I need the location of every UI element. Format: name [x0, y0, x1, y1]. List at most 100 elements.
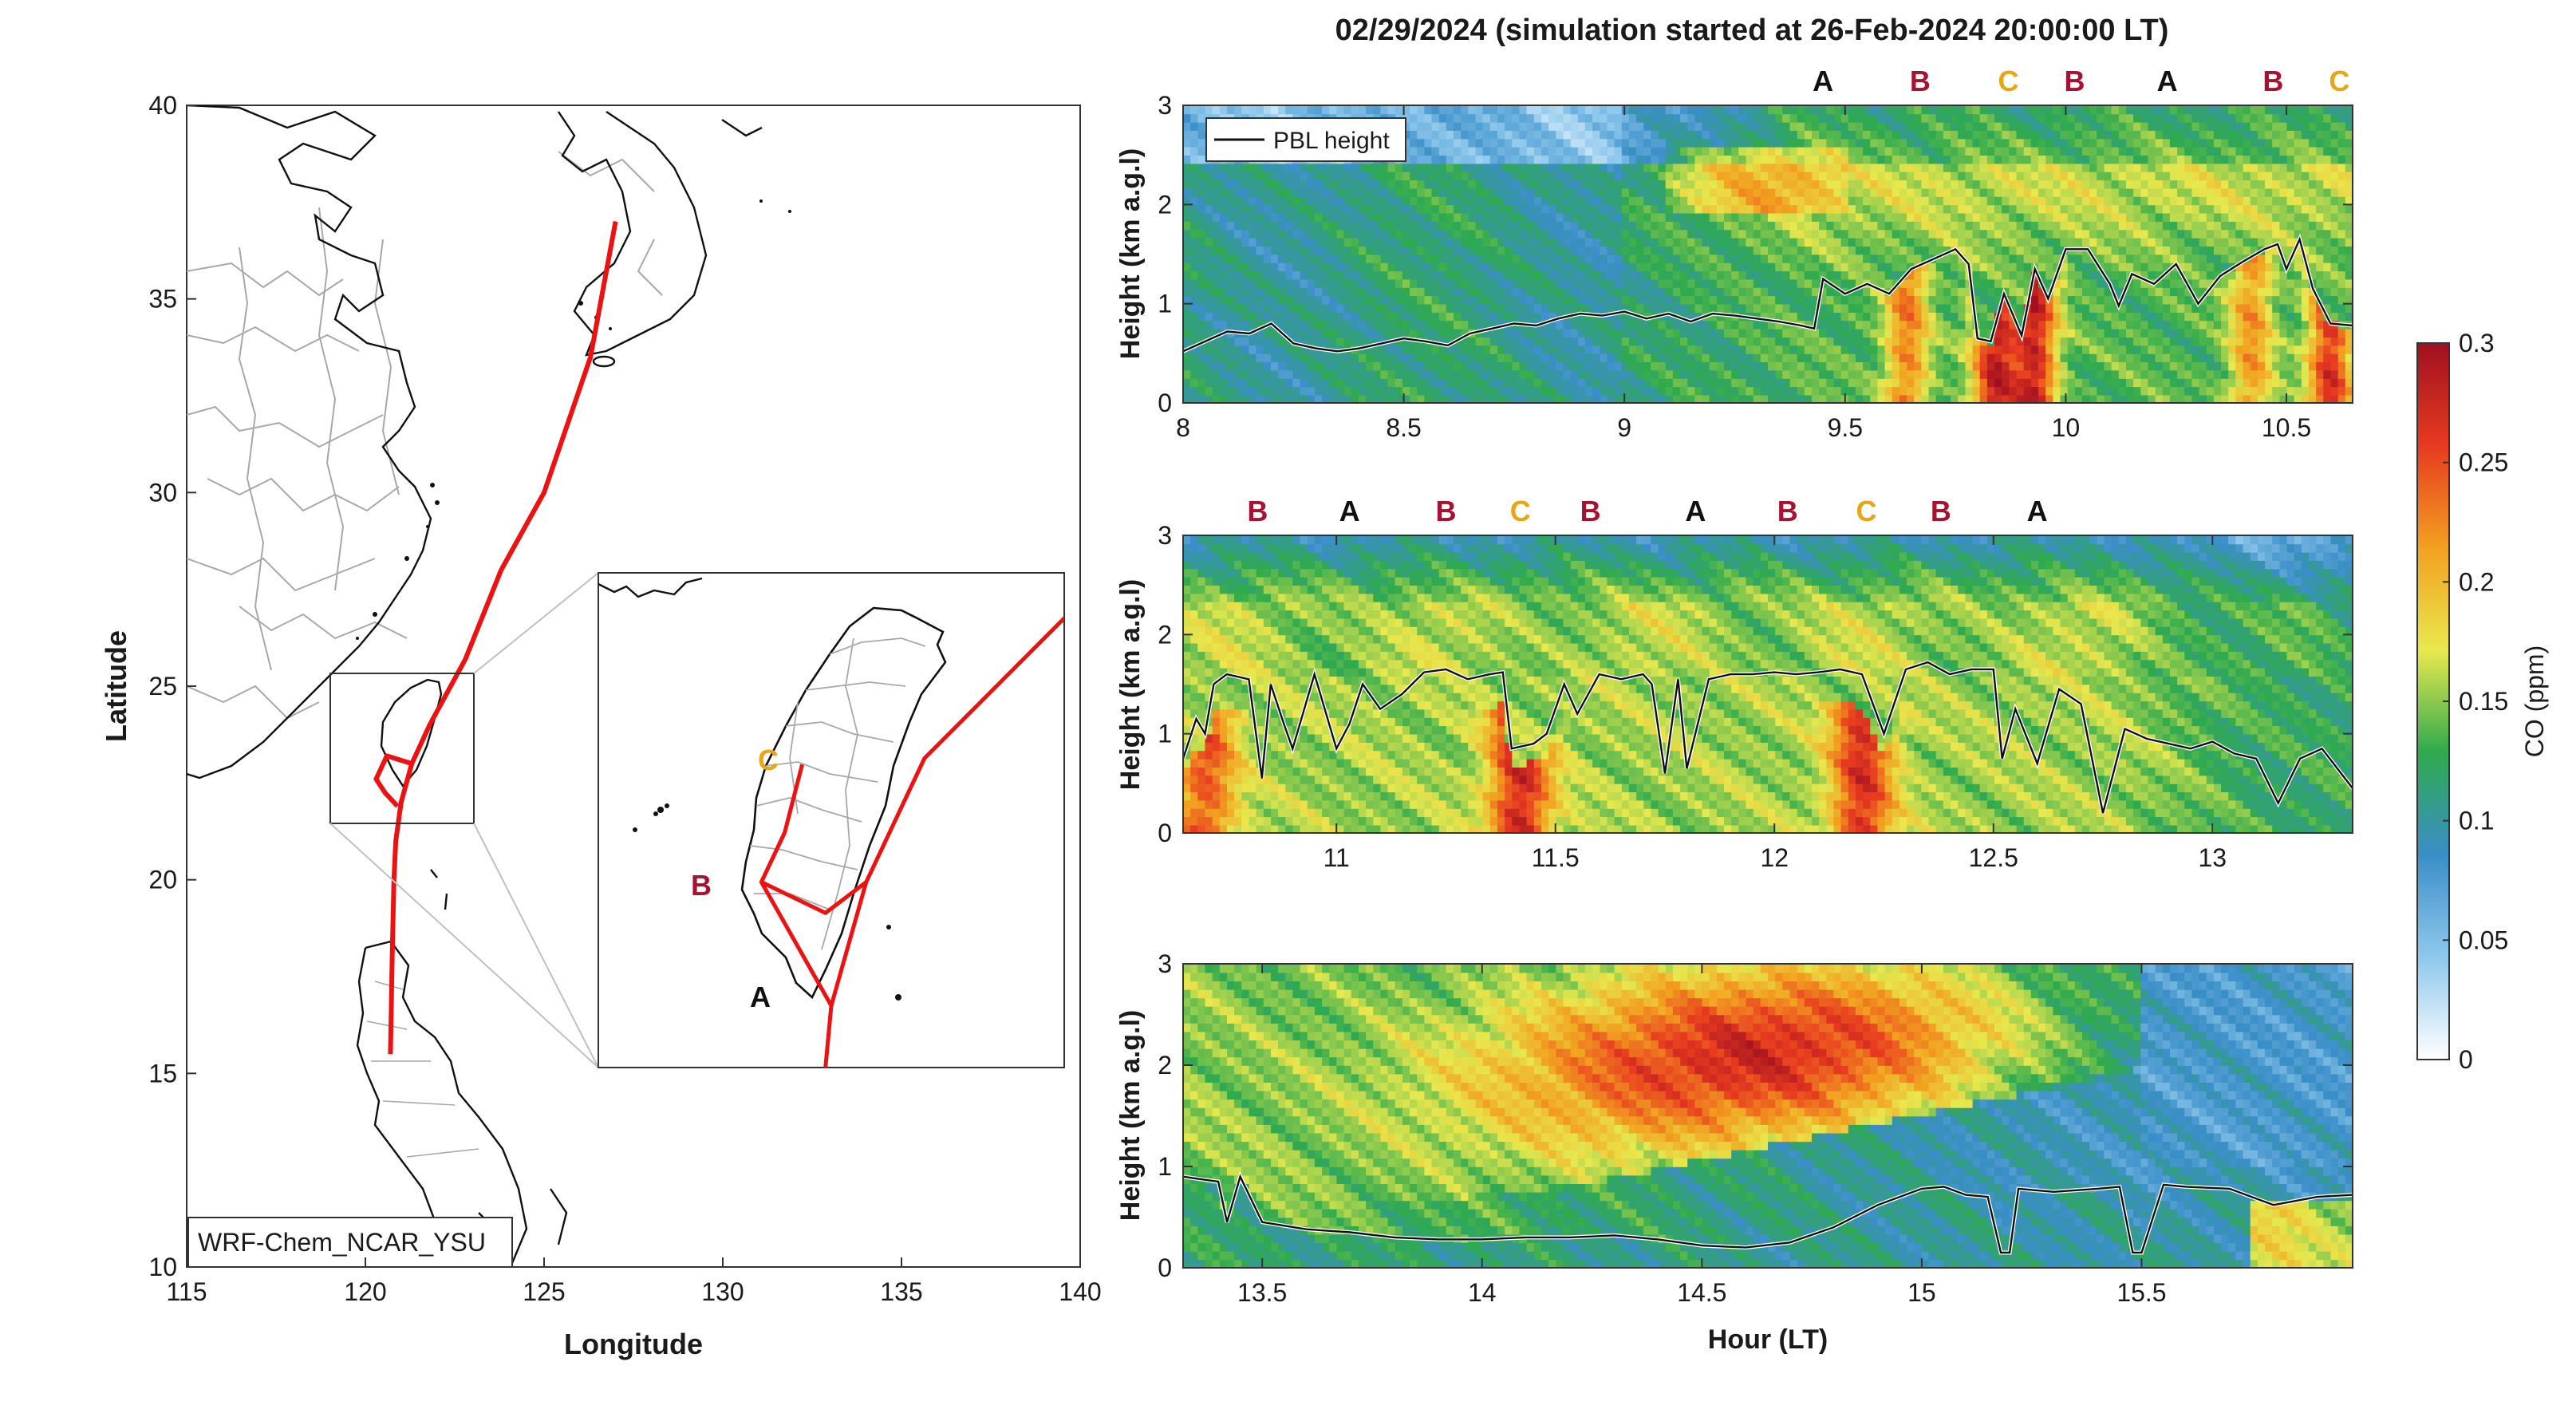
curtain-cell — [1972, 163, 1981, 172]
curtain-cell — [1533, 270, 1542, 280]
curtain-cell — [1907, 303, 1915, 313]
curtain-cell — [1687, 286, 1696, 297]
curtain-cell — [1863, 105, 1872, 115]
curtain-cell — [1300, 270, 1308, 280]
curtain-cell — [1658, 155, 1667, 164]
curtain-cell — [1424, 386, 1433, 396]
curtain-cell — [1753, 187, 1761, 197]
curtain-cell — [1819, 155, 1828, 164]
curtain-cell — [1775, 221, 1784, 231]
curtain-cell — [1183, 138, 1191, 148]
curtain-cell — [1395, 303, 1403, 313]
curtain-cell — [1731, 328, 1740, 337]
curtain-cell — [1812, 286, 1820, 297]
curtain-cell — [1789, 113, 1798, 123]
curtain-cell — [1366, 270, 1375, 280]
curtain-cell — [1205, 105, 1213, 115]
curtain-cell — [2104, 105, 2112, 115]
curtain-cell — [1563, 369, 1572, 379]
curtain-cell — [1921, 345, 1930, 354]
curtain-cell — [1884, 212, 1893, 222]
curtain-cell — [2148, 130, 2156, 140]
curtain-cell — [1307, 204, 1316, 214]
curtain-cell — [1687, 377, 1696, 388]
curtain-cell — [1826, 312, 1835, 322]
curtain-cell — [1241, 377, 1250, 388]
curtain-cell — [1935, 386, 1944, 396]
curtain-cell — [2155, 105, 2164, 115]
curtain-cell — [1190, 105, 1199, 115]
curtain-cell — [1958, 155, 1967, 164]
curtain-cell — [2169, 146, 2178, 156]
curtain-cell — [1738, 286, 1747, 297]
curtain-cell — [1819, 353, 1828, 362]
curtain-cell — [1329, 221, 1338, 231]
curtain-cell — [2097, 155, 2105, 164]
curtain-cell — [1672, 254, 1681, 263]
curtain-cell — [2016, 171, 2025, 181]
curtain-cell — [1446, 254, 1454, 263]
curtain-cell — [1643, 377, 1652, 388]
curtain-cell — [1840, 361, 1849, 371]
curtain-cell — [2002, 345, 2010, 354]
curtain-cell — [1482, 180, 1491, 189]
curtain-cell — [1789, 146, 1798, 156]
curtain-cell — [1263, 237, 1272, 247]
curtain-cell — [1600, 180, 1608, 189]
curtain-cell — [1819, 303, 1828, 313]
curtain-cell — [1556, 212, 1564, 222]
curtain-cell — [1468, 254, 1477, 263]
curtain-cell — [2162, 337, 2171, 346]
curtain-cell — [1870, 286, 1879, 297]
curtain-cell — [1402, 229, 1410, 239]
curtain-cell — [1343, 394, 1352, 403]
curtain-cell — [1716, 221, 1725, 231]
curtain-cell — [1899, 204, 1907, 214]
curtain-cell — [1731, 278, 1740, 288]
curtain-cell — [1986, 204, 1995, 214]
curtain-cell — [1921, 196, 1930, 206]
curtain-cell — [1519, 171, 1528, 181]
curtain-cell — [2038, 394, 2046, 403]
curtain-cell — [1812, 138, 1820, 148]
curtain-cell — [1738, 171, 1747, 181]
curtain-cell — [1512, 270, 1521, 280]
curtain-cell — [1461, 105, 1469, 115]
curtain-cell — [1307, 254, 1316, 263]
curtain-cell — [1387, 229, 1396, 239]
curtain-cell — [2089, 345, 2098, 354]
curtain-cell — [1438, 337, 1447, 346]
curtain-cell — [1628, 345, 1637, 354]
curtain-cell — [1497, 113, 1505, 123]
curtain-cell — [2133, 204, 2142, 214]
curtain-cell — [2148, 204, 2156, 214]
curtain-cell — [1899, 377, 1907, 388]
curtain-cell — [2016, 286, 2025, 297]
curtain-cell — [1424, 237, 1433, 247]
curtain-cell — [1556, 237, 1564, 247]
curtain-cell — [1680, 303, 1689, 313]
curtain-cell — [1212, 386, 1221, 396]
curtain-cell — [1592, 295, 1601, 305]
curtain-cell — [1768, 130, 1776, 140]
curtain-cell — [1314, 303, 1323, 313]
curtain-cell — [1760, 138, 1769, 148]
curtain-cell — [1431, 312, 1440, 322]
curtain-cell — [1227, 295, 1235, 305]
curtain-cell — [1410, 377, 1418, 388]
curtain-cell — [1373, 204, 1382, 214]
curtain-cell — [2009, 155, 2018, 164]
curtain-cell — [2140, 138, 2149, 148]
curtain-cell — [1935, 246, 1944, 255]
curtain-cell — [1366, 377, 1375, 388]
curtain-cell — [1607, 113, 1615, 123]
curtain-cell — [1636, 270, 1645, 280]
curtain-cell — [1249, 270, 1257, 280]
curtain-cell — [1526, 295, 1535, 305]
curtain-cell — [1249, 237, 1257, 247]
curtain-cell — [1724, 353, 1732, 362]
curtain-cell — [1738, 345, 1747, 354]
curtain-cell — [2162, 377, 2171, 388]
curtain-cell — [1468, 155, 1477, 164]
curtain-cell — [1468, 187, 1477, 197]
